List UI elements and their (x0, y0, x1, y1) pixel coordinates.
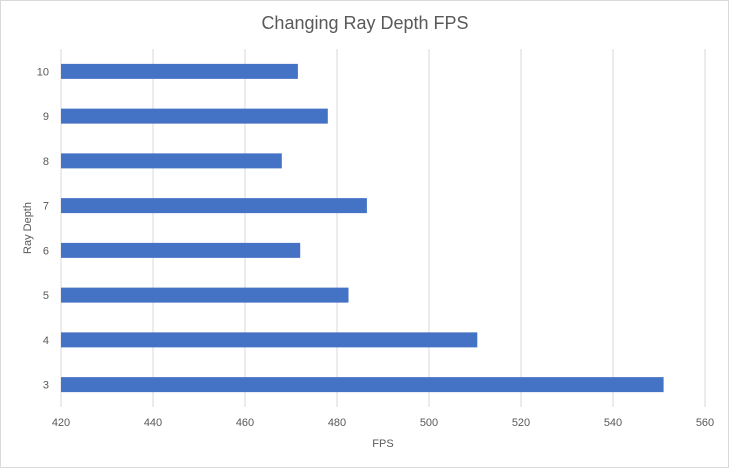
y-tick-label: 6 (43, 245, 49, 257)
y-tick-label: 5 (43, 290, 49, 302)
bar-ray-depth-10 (61, 63, 298, 79)
bar-ray-depth-7 (61, 198, 367, 214)
y-axis-label: Ray Depth (22, 202, 34, 254)
bar-ray-depth-9 (61, 108, 328, 124)
x-axis-label: FPS (372, 438, 393, 450)
x-tick-label: 520 (512, 417, 530, 429)
y-tick-label: 3 (43, 380, 49, 392)
gridlines (60, 49, 706, 407)
y-tick-label: 4 (43, 335, 49, 347)
chart-title: Changing Ray Depth FPS (261, 13, 468, 33)
x-tick-label: 420 (52, 417, 70, 429)
x-tick-label: 460 (236, 417, 254, 429)
x-tick-label: 480 (328, 417, 346, 429)
x-tick-label: 500 (420, 417, 438, 429)
x-tick-label: 440 (144, 417, 162, 429)
x-tick-label: 560 (696, 417, 714, 429)
bar-ray-depth-6 (61, 242, 301, 258)
bar-ray-depth-8 (61, 153, 282, 169)
x-axis-ticks: 420 440 460 480 500 520 540 560 (52, 417, 714, 429)
x-tick-label: 540 (604, 417, 622, 429)
y-axis-ticks: 3 4 5 6 7 8 9 10 (37, 66, 49, 391)
y-tick-label: 8 (43, 156, 49, 168)
bar-ray-depth-5 (61, 287, 349, 303)
bars (61, 63, 664, 393)
y-tick-label: 7 (43, 201, 49, 213)
y-tick-label: 10 (37, 66, 49, 78)
bar-ray-depth-3 (61, 377, 664, 393)
y-tick-label: 9 (43, 111, 49, 123)
bar-ray-depth-4 (61, 332, 478, 348)
